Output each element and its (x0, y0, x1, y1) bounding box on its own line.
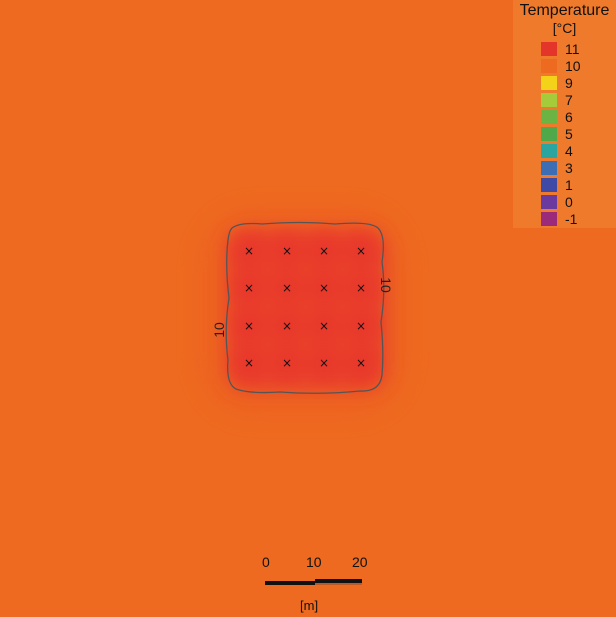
legend-label: 10 (565, 58, 581, 74)
borehole-marker: × (244, 281, 254, 295)
scale-bar: 0 10 20 [m] (262, 554, 372, 614)
legend-item: 4 (541, 143, 616, 160)
legend-swatch (541, 42, 557, 56)
legend-item: 11 (541, 41, 616, 58)
legend-label: 5 (565, 126, 573, 142)
legend-item: 7 (541, 92, 616, 109)
scale-segment-2 (315, 579, 362, 583)
legend-item: -1 (541, 211, 616, 228)
scale-tick-20: 20 (352, 554, 368, 570)
borehole-heat-spots (223, 225, 387, 389)
borehole-heat-spot (223, 225, 275, 277)
borehole-marker: × (244, 356, 254, 370)
borehole-marker: × (356, 356, 366, 370)
scale-unit: [m] (300, 598, 319, 613)
borehole-marker: × (244, 244, 254, 258)
borehole-heat-spot (335, 337, 387, 389)
legend-label: 7 (565, 92, 573, 108)
borehole-heat-spot (298, 337, 350, 389)
borehole-heat-spot (335, 262, 387, 314)
legend-swatch (541, 76, 557, 90)
legend-swatch (541, 144, 557, 158)
borehole-heat-spot (261, 225, 313, 277)
legend-item: 1 (541, 177, 616, 194)
borehole-marker: × (244, 319, 254, 333)
legend-swatch (541, 195, 557, 209)
legend-swatch (541, 110, 557, 124)
legend-swatch (541, 127, 557, 141)
borehole-marker: × (356, 281, 366, 295)
borehole-heat-spot (261, 262, 313, 314)
borehole-marker: × (356, 319, 366, 333)
legend-swatch (541, 178, 557, 192)
legend-label: 6 (565, 109, 573, 125)
borehole-marker: × (319, 356, 329, 370)
borehole-marker: × (282, 319, 292, 333)
contour-label-left: 10 (211, 322, 227, 338)
legend-label: 3 (565, 160, 573, 176)
borehole-marker: × (282, 244, 292, 258)
borehole-heat-spot (223, 300, 275, 352)
legend-label: 4 (565, 143, 573, 159)
legend-item: 3 (541, 160, 616, 177)
borehole-heat-spot (298, 225, 350, 277)
borehole-heat-spot (298, 262, 350, 314)
borehole-marker: × (282, 281, 292, 295)
scale-segment-2-lower (315, 583, 362, 585)
legend-item: 9 (541, 75, 616, 92)
borehole-marker: × (319, 319, 329, 333)
legend-swatch (541, 161, 557, 175)
borehole-heat-spot (261, 337, 313, 389)
borehole-marker: × (356, 244, 366, 258)
borehole-marker: × (319, 281, 329, 295)
borehole-heat-spot (223, 262, 275, 314)
borehole-marker: × (319, 244, 329, 258)
borehole-heat-spot (298, 300, 350, 352)
legend-swatch (541, 212, 557, 226)
legend-swatch (541, 59, 557, 73)
borehole-heat-spot (261, 300, 313, 352)
scale-tick-0: 0 (262, 554, 270, 570)
scale-tick-10: 10 (306, 554, 322, 570)
scale-segment-1 (265, 581, 315, 585)
legend-label: 11 (565, 41, 580, 57)
legend-title: Temperature (519, 2, 610, 19)
legend-swatch (541, 93, 557, 107)
legend: Temperature [°C] 11 10 9 7 6 5 4 3 1 0 -1 (513, 0, 616, 228)
legend-label: -1 (565, 211, 578, 227)
borehole-heat-spot (335, 300, 387, 352)
legend-item: 0 (541, 194, 616, 211)
legend-label: 9 (565, 75, 573, 91)
contour-label-right: 10 (378, 277, 394, 293)
borehole-heat-spot (335, 225, 387, 277)
isotherm-10 (225, 221, 385, 394)
borehole-markers: × × × × × × × × × × × × × × × × (244, 244, 366, 370)
legend-item: 6 (541, 109, 616, 126)
legend-unit: [°C] (552, 20, 577, 36)
legend-item: 10 (541, 58, 616, 75)
legend-label: 1 (565, 177, 573, 193)
borehole-heat-spot (223, 337, 275, 389)
legend-item: 5 (541, 126, 616, 143)
legend-label: 0 (565, 194, 573, 210)
borehole-marker: × (282, 356, 292, 370)
